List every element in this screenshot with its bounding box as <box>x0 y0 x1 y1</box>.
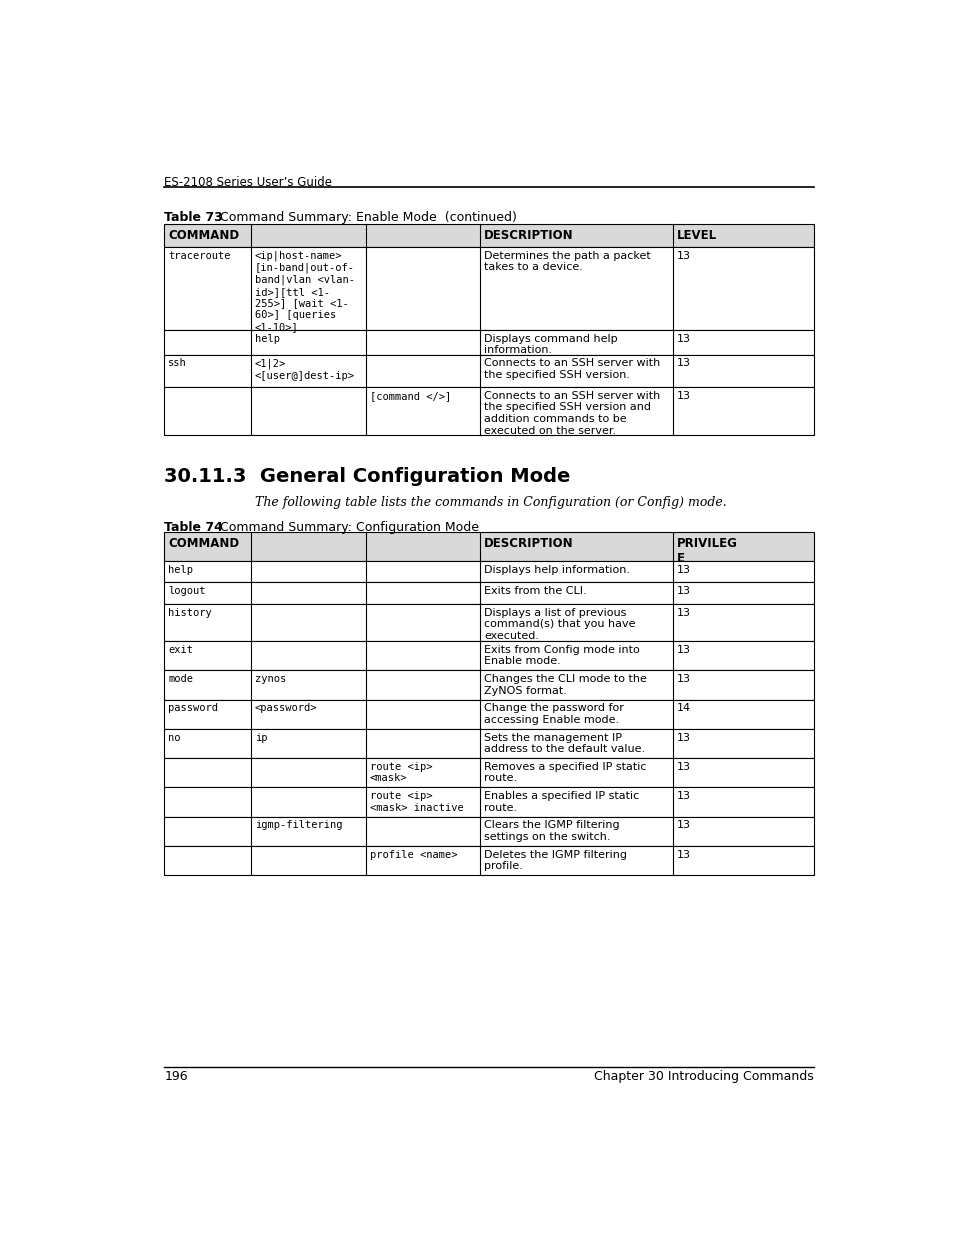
Text: Sets the management IP
address to the default value.: Sets the management IP address to the de… <box>484 732 645 755</box>
Text: Table 73: Table 73 <box>164 211 223 225</box>
Text: route <ip>
<mask>: route <ip> <mask> <box>369 762 432 783</box>
Text: Displays command help
information.: Displays command help information. <box>484 333 618 356</box>
Text: The following table lists the commands in Configuration (or Config) mode.: The following table lists the commands i… <box>254 496 726 509</box>
Bar <box>164 729 813 758</box>
Text: 13: 13 <box>676 792 690 802</box>
Bar <box>164 561 813 583</box>
Text: 13: 13 <box>676 762 690 772</box>
Text: 13: 13 <box>676 587 690 597</box>
Text: DESCRIPTION: DESCRIPTION <box>484 228 574 242</box>
Text: 13: 13 <box>676 850 690 860</box>
Text: history: history <box>168 608 212 618</box>
Text: DESCRIPTION: DESCRIPTION <box>484 537 574 550</box>
Text: PRIVILEG
E: PRIVILEG E <box>676 537 737 566</box>
Bar <box>164 531 813 561</box>
Text: Removes a specified IP static
route.: Removes a specified IP static route. <box>484 762 646 783</box>
Text: 13: 13 <box>676 564 690 574</box>
Bar <box>164 330 813 354</box>
Text: 30.11.3  General Configuration Mode: 30.11.3 General Configuration Mode <box>164 467 570 487</box>
Text: Connects to an SSH server with
the specified SSH version.: Connects to an SSH server with the speci… <box>484 358 659 380</box>
Text: help: help <box>254 333 279 343</box>
Bar <box>164 787 813 816</box>
Text: Displays help information.: Displays help information. <box>484 564 630 574</box>
Text: igmp-filtering: igmp-filtering <box>254 820 342 830</box>
Bar <box>164 224 813 247</box>
Text: COMMAND: COMMAND <box>168 537 239 550</box>
Text: Connects to an SSH server with
the specified SSH version and
addition commands t: Connects to an SSH server with the speci… <box>484 390 659 436</box>
Bar <box>164 387 813 435</box>
Bar <box>164 699 813 729</box>
Text: password: password <box>168 704 218 714</box>
Bar <box>164 604 813 641</box>
Text: Clears the IGMP filtering
settings on the switch.: Clears the IGMP filtering settings on th… <box>484 820 619 842</box>
Text: Enables a specified IP static
route.: Enables a specified IP static route. <box>484 792 639 813</box>
Text: COMMAND: COMMAND <box>168 228 239 242</box>
Text: Exits from Config mode into
Enable mode.: Exits from Config mode into Enable mode. <box>484 645 639 667</box>
Text: 13: 13 <box>676 333 690 343</box>
Text: Exits from the CLI.: Exits from the CLI. <box>484 587 586 597</box>
Text: 13: 13 <box>676 732 690 742</box>
Text: route <ip>
<mask> inactive: route <ip> <mask> inactive <box>369 792 463 813</box>
Bar <box>164 641 813 671</box>
Text: zynos: zynos <box>254 674 286 684</box>
Bar <box>164 671 813 699</box>
Text: mode: mode <box>168 674 193 684</box>
Text: help: help <box>168 564 193 574</box>
Text: 13: 13 <box>676 645 690 655</box>
Text: no: no <box>168 732 180 742</box>
Text: <password>: <password> <box>254 704 317 714</box>
Text: [command </>]: [command </>] <box>369 390 451 400</box>
Text: Displays a list of previous
command(s) that you have
executed.: Displays a list of previous command(s) t… <box>484 608 635 641</box>
Text: 13: 13 <box>676 608 690 618</box>
Text: Change the password for
accessing Enable mode.: Change the password for accessing Enable… <box>484 704 623 725</box>
Text: Command Summary: Enable Mode  (continued): Command Summary: Enable Mode (continued) <box>208 211 517 225</box>
Text: Deletes the IGMP filtering
profile.: Deletes the IGMP filtering profile. <box>484 850 627 871</box>
Text: 13: 13 <box>676 251 690 261</box>
Text: logout: logout <box>168 587 205 597</box>
Text: profile <name>: profile <name> <box>369 850 456 860</box>
Text: ES-2108 Series User’s Guide: ES-2108 Series User’s Guide <box>164 175 332 189</box>
Bar <box>164 583 813 604</box>
Text: exit: exit <box>168 645 193 655</box>
Text: ssh: ssh <box>168 358 187 368</box>
Text: <ip|host-name>
[in-band|out-of-
band|vlan <vlan-
id>][ttl <1-
255>] [wait <1-
60: <ip|host-name> [in-band|out-of- band|vla… <box>254 251 355 332</box>
Text: traceroute: traceroute <box>168 251 231 261</box>
Text: 14: 14 <box>676 704 690 714</box>
Text: Chapter 30 Introducing Commands: Chapter 30 Introducing Commands <box>594 1070 813 1083</box>
Bar <box>164 846 813 876</box>
Text: 196: 196 <box>164 1070 188 1083</box>
Text: 13: 13 <box>676 358 690 368</box>
Bar <box>164 247 813 330</box>
Text: LEVEL: LEVEL <box>676 228 716 242</box>
Text: Table 74: Table 74 <box>164 521 223 534</box>
Text: ip: ip <box>254 732 267 742</box>
Text: Changes the CLI mode to the
ZyNOS format.: Changes the CLI mode to the ZyNOS format… <box>484 674 646 695</box>
Text: <1|2>
<[user@]dest-ip>: <1|2> <[user@]dest-ip> <box>254 358 355 380</box>
Text: Command Summary: Configuration Mode: Command Summary: Configuration Mode <box>208 521 478 534</box>
Text: Determines the path a packet
takes to a device.: Determines the path a packet takes to a … <box>484 251 650 272</box>
Text: 13: 13 <box>676 820 690 830</box>
Text: 13: 13 <box>676 674 690 684</box>
Bar <box>164 758 813 787</box>
Text: 13: 13 <box>676 390 690 400</box>
Bar <box>164 816 813 846</box>
Bar <box>164 354 813 387</box>
